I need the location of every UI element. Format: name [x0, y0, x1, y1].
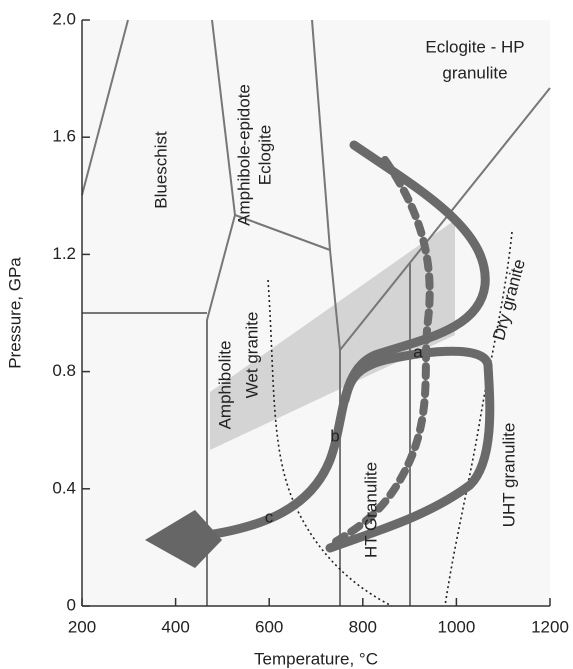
- x-tick-label: 800: [349, 617, 377, 636]
- x-axis-title: Temperature, °C: [254, 649, 378, 668]
- field-label: Eclogite - HP: [425, 37, 524, 56]
- field-label: c: [265, 507, 274, 526]
- x-tick-label: 600: [255, 617, 283, 636]
- field-label: Wet granite: [242, 312, 261, 399]
- y-axis-title: Pressure, GPa: [5, 257, 24, 369]
- y-tick-label: 0.4: [52, 478, 76, 497]
- x-tick-label: 200: [68, 617, 96, 636]
- x-tick-label: 400: [161, 617, 189, 636]
- arrow-head: [145, 510, 222, 568]
- field-label: HT Granulite: [361, 462, 380, 558]
- field-label: UHT granulite: [499, 423, 518, 528]
- y-tick-label: 0: [67, 595, 76, 614]
- field-label: Blueschist: [151, 131, 170, 209]
- field-boundaries: [81, 19, 551, 606]
- y-tick-label: 1.2: [52, 244, 76, 263]
- field-label: granulite: [442, 63, 507, 82]
- melting-curves: [267, 231, 513, 607]
- field-label: a: [413, 342, 423, 361]
- x-tick-label: 1200: [531, 617, 569, 636]
- x-tick-label: 1000: [437, 617, 475, 636]
- y-tick-label: 0.8: [52, 361, 76, 380]
- pt-paths: [180, 140, 495, 553]
- y-tick-label: 1.6: [52, 127, 76, 146]
- y-tick-label: 2.0: [52, 9, 76, 28]
- field-label: Eclogite: [255, 125, 274, 185]
- field-label: b: [330, 426, 339, 445]
- field-label: Amphibole-epidote: [234, 84, 253, 226]
- field-label: Amphibolite: [215, 341, 234, 430]
- shaded-field: [210, 220, 455, 450]
